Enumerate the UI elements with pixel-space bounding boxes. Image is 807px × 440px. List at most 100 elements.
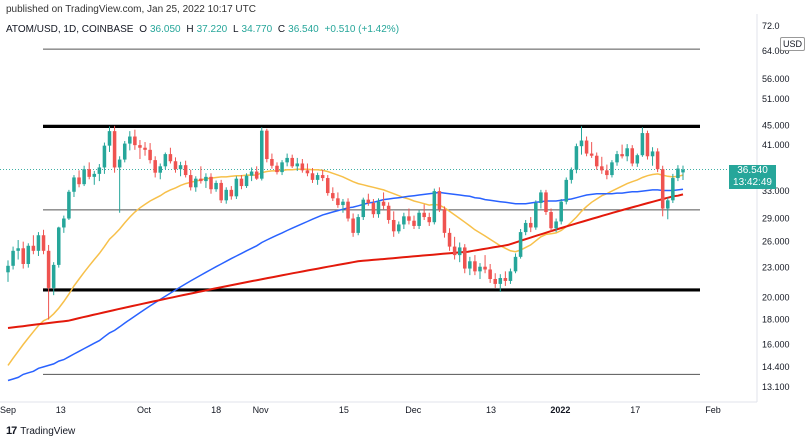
candle-body (138, 145, 142, 148)
candle-body (432, 191, 437, 223)
candle-body (539, 192, 543, 204)
candle-body (676, 168, 680, 179)
candle-body (366, 199, 371, 204)
candle-body (452, 246, 457, 256)
candle-body (615, 154, 619, 163)
x-tick-label: 2022 (550, 405, 570, 415)
candle-body (290, 157, 294, 167)
symbol-label[interactable]: ATOM/USD, 1D, COINBASE (6, 24, 134, 35)
header: published on TradingView.com, Jan 25, 20… (6, 4, 256, 15)
tradingview-logo-icon: 17 (6, 425, 17, 437)
ma-line-ema-200 (7, 193, 684, 329)
open-value: 36.050 (150, 24, 181, 35)
candle-body (513, 256, 518, 272)
y-tick-label: 13.100 (762, 382, 790, 392)
y-tick-label: 33.000 (762, 186, 790, 196)
candle-body (594, 155, 599, 167)
candle-body (77, 177, 81, 185)
candle-body (554, 221, 558, 229)
y-tick-label: 26.000 (762, 237, 790, 247)
x-tick-label: 15 (339, 405, 349, 415)
y-tick-label: 51.000 (762, 94, 790, 104)
candle-body (72, 177, 76, 192)
candle-body (498, 278, 503, 284)
close-label: C (277, 24, 286, 35)
last-price-tag: 36.540 13:42:49 (729, 165, 776, 189)
candle-body (229, 189, 234, 197)
candle-body (92, 173, 97, 177)
footer: 17 TradingView (6, 425, 75, 437)
footer-brand: TradingView (20, 425, 76, 437)
candle-body (625, 148, 629, 157)
x-tick-label: Dec (405, 405, 422, 415)
candle-body (468, 261, 472, 269)
candle-body (645, 133, 650, 157)
candle-body (346, 201, 350, 219)
candle-body (148, 149, 152, 161)
candle-body (265, 130, 269, 160)
close-value: 36.540 (288, 24, 319, 35)
high-value: 37.220 (196, 24, 228, 35)
low-value: 34.770 (241, 24, 273, 35)
currency-button[interactable]: USD (779, 37, 805, 51)
candle-body (376, 201, 381, 215)
candle-body (381, 201, 386, 206)
y-tick-label: 64.000 (762, 46, 790, 56)
candle-body (295, 163, 300, 167)
candle-body (534, 203, 538, 228)
candle-body (305, 170, 310, 174)
candle-body (361, 199, 366, 218)
candle-body (285, 157, 289, 163)
y-tick-label: 14.400 (762, 362, 790, 372)
x-tick-label: Feb (705, 405, 721, 415)
y-tick-label: 20.000 (762, 292, 790, 302)
candle-body (422, 212, 426, 218)
candle-body (402, 216, 406, 225)
y-tick-label: 29.000 (762, 214, 790, 224)
candle-body (630, 148, 635, 164)
candle-body (589, 153, 594, 156)
candle-body (569, 169, 574, 180)
candle-body (544, 192, 548, 213)
candle-body (605, 170, 609, 176)
candle-body (300, 163, 305, 171)
candle-body (442, 209, 447, 233)
last-price-value: 36.540 (737, 165, 768, 176)
y-tick-label: 41.000 (762, 140, 790, 150)
candle-body (518, 232, 523, 257)
candle-body (666, 200, 670, 209)
y-tick-label: 16.000 (762, 340, 790, 350)
high-label: H (186, 24, 194, 35)
ma-line-ema-50 (7, 188, 684, 382)
candle-body (188, 175, 193, 188)
candle-body (351, 218, 355, 233)
candle-body (447, 232, 452, 247)
candle-body (82, 169, 86, 185)
change-value: +0.510 (+1.42%) (324, 24, 400, 35)
candle-body (341, 201, 345, 206)
x-tick-label: Nov (253, 405, 270, 415)
candle-body (219, 182, 223, 201)
bar-countdown: 13:42:49 (733, 177, 772, 188)
candle-body (224, 189, 228, 201)
candle-body (650, 151, 655, 157)
x-tick-label: Sep (0, 405, 16, 415)
candle-body (478, 266, 482, 272)
candle-body (143, 147, 147, 150)
candle-body (122, 143, 127, 160)
y-tick-label: 23.000 (762, 263, 790, 273)
ma-line-ema-20 (7, 168, 684, 366)
candle-body (11, 250, 15, 266)
candle-body (640, 133, 645, 156)
candle-body (356, 217, 360, 233)
candle-body (584, 140, 589, 154)
candle-body (681, 169, 685, 173)
candle-body (508, 271, 513, 281)
candle-body (280, 162, 284, 173)
candle-body (16, 248, 20, 251)
candle-body (493, 278, 497, 284)
candle-body (128, 136, 132, 144)
candle-body (457, 247, 462, 256)
candle-body (336, 198, 340, 206)
